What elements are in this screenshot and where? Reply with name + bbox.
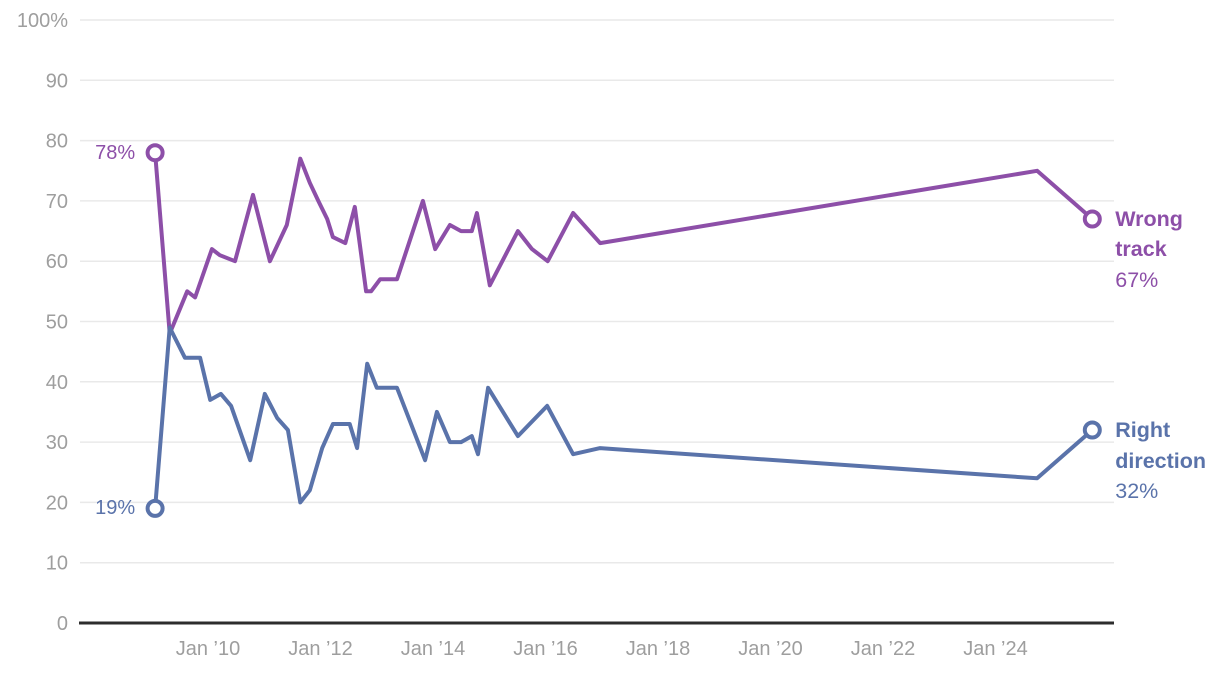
x-tick-label: Jan ’16 [513, 638, 578, 660]
x-tick-label: Jan ’24 [963, 638, 1028, 660]
data-point-marker-right-direction [145, 498, 165, 518]
x-tick-label: Jan ’12 [288, 638, 353, 660]
y-tick-label: 50 [46, 312, 68, 334]
series-name-right-direction: Right direction [1115, 418, 1207, 473]
y-tick-label: 10 [46, 553, 68, 575]
x-tick-label: Jan ’22 [851, 638, 916, 660]
series-end-value-wrong-track: 67% [1115, 267, 1159, 292]
y-tick-label: 60 [46, 251, 68, 273]
y-tick-label: 20 [46, 492, 68, 514]
series-end-label-right-direction: Right direction 32% [1115, 415, 1213, 507]
x-tick-label: Jan ’14 [401, 638, 466, 660]
y-tick-label: 70 [46, 191, 68, 213]
x-tick-label: Jan ’10 [176, 638, 241, 660]
data-point-marker-wrong-track [1082, 209, 1102, 229]
data-point-marker-wrong-track [145, 143, 165, 163]
y-tick-label: 100% [17, 10, 68, 32]
series-end-value-right-direction: 32% [1115, 479, 1159, 504]
y-tick-label: 90 [46, 70, 68, 92]
x-tick-label: Jan ’20 [738, 638, 803, 660]
series-name-wrong-track: Wrong track [1115, 206, 1183, 262]
data-point-marker-right-direction [1082, 420, 1102, 440]
series-start-value-wrong-track: 78% [95, 141, 136, 164]
series-line-right-direction [153, 325, 1095, 511]
y-tick-label: 80 [46, 131, 68, 153]
y-tick-label: 40 [46, 372, 68, 394]
series-end-label-wrong-track: Wrong track 67% [1115, 204, 1213, 296]
series-line-wrong-track [153, 150, 1095, 336]
y-tick-label: 30 [46, 432, 68, 454]
x-tick-label: Jan ’18 [626, 638, 691, 660]
series-start-value-right-direction: 19% [95, 497, 136, 520]
y-tick-label: 0 [57, 613, 68, 635]
